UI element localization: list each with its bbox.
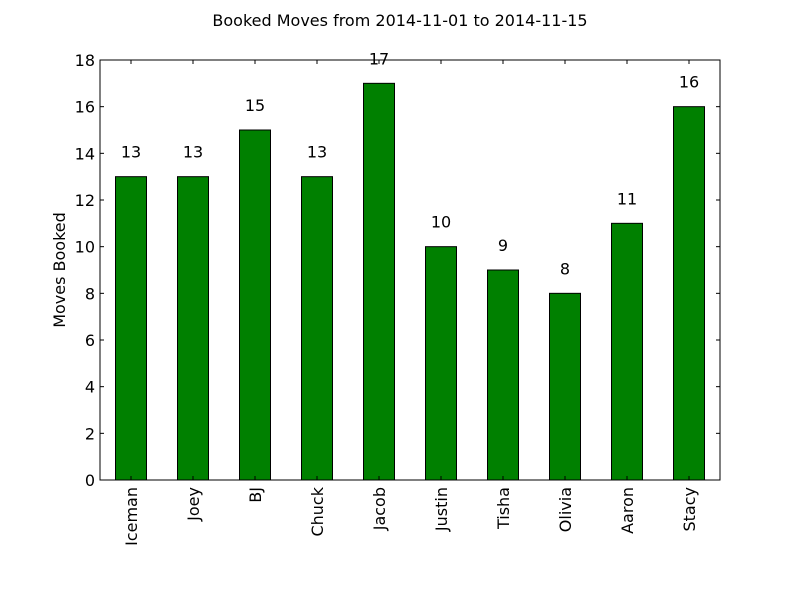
x-tick-label-tisha: Tisha <box>494 487 513 530</box>
y-axis-label: Moves Booked <box>50 212 69 328</box>
bar-iceman <box>115 176 147 481</box>
bar-tisha <box>487 269 519 481</box>
y-tick-label-16: 16 <box>75 98 95 117</box>
bar-aaron <box>611 222 643 481</box>
plot-frame <box>99 59 721 481</box>
data-label-tisha: 9 <box>498 236 508 255</box>
data-labels-group: 13 13 15 13 17 10 9 8 11 16 <box>121 49 699 278</box>
x-tick-label-iceman: Iceman <box>122 487 141 546</box>
bar-bj <box>239 129 271 481</box>
axes-group: Iceman Joey BJ Chuck Jacob Justin Tisha Olivia A… <box>75 51 721 546</box>
y-tick-label-12: 12 <box>75 191 95 210</box>
data-label-aaron: 11 <box>617 189 637 208</box>
bar-chuck <box>301 176 333 481</box>
x-tick-label-olivia: Olivia <box>556 487 575 532</box>
x-tick-label-stacy: Stacy <box>680 487 699 532</box>
data-label-iceman: 13 <box>121 143 141 162</box>
data-label-stacy: 16 <box>679 73 699 92</box>
bar-stacy <box>673 106 705 481</box>
x-tick-label-bj: BJ <box>246 487 265 503</box>
x-tick-label-chuck: Chuck <box>308 486 327 536</box>
x-tick-label-justin: Justin <box>432 487 451 532</box>
bar-jacob <box>363 82 395 481</box>
y-tick-label-2: 2 <box>85 424 95 443</box>
bar-justin <box>425 246 457 481</box>
data-label-jacob: 17 <box>369 49 389 68</box>
y-tick-label-8: 8 <box>85 284 95 303</box>
bar-olivia <box>549 292 581 481</box>
data-label-chuck: 13 <box>307 143 327 162</box>
bars-group <box>115 82 705 481</box>
y-tick-label-14: 14 <box>75 144 95 163</box>
x-tick-label-joey: Joey <box>184 487 203 522</box>
y-tick-label-10: 10 <box>75 238 95 257</box>
y-tick-label-6: 6 <box>85 331 95 350</box>
data-label-bj: 15 <box>245 96 265 115</box>
chart-title: Booked Moves from 2014-11-01 to 2014-11-… <box>212 11 587 30</box>
bar-joey <box>177 176 209 481</box>
data-label-joey: 13 <box>183 143 203 162</box>
data-label-justin: 10 <box>431 213 451 232</box>
y-tick-label-0: 0 <box>85 471 95 490</box>
data-label-olivia: 8 <box>560 259 570 278</box>
x-tick-label-jacob: Jacob <box>370 487 389 531</box>
y-tick-label-18: 18 <box>75 51 95 70</box>
y-tick-label-4: 4 <box>85 378 95 397</box>
x-tick-label-aaron: Aaron <box>618 487 637 534</box>
